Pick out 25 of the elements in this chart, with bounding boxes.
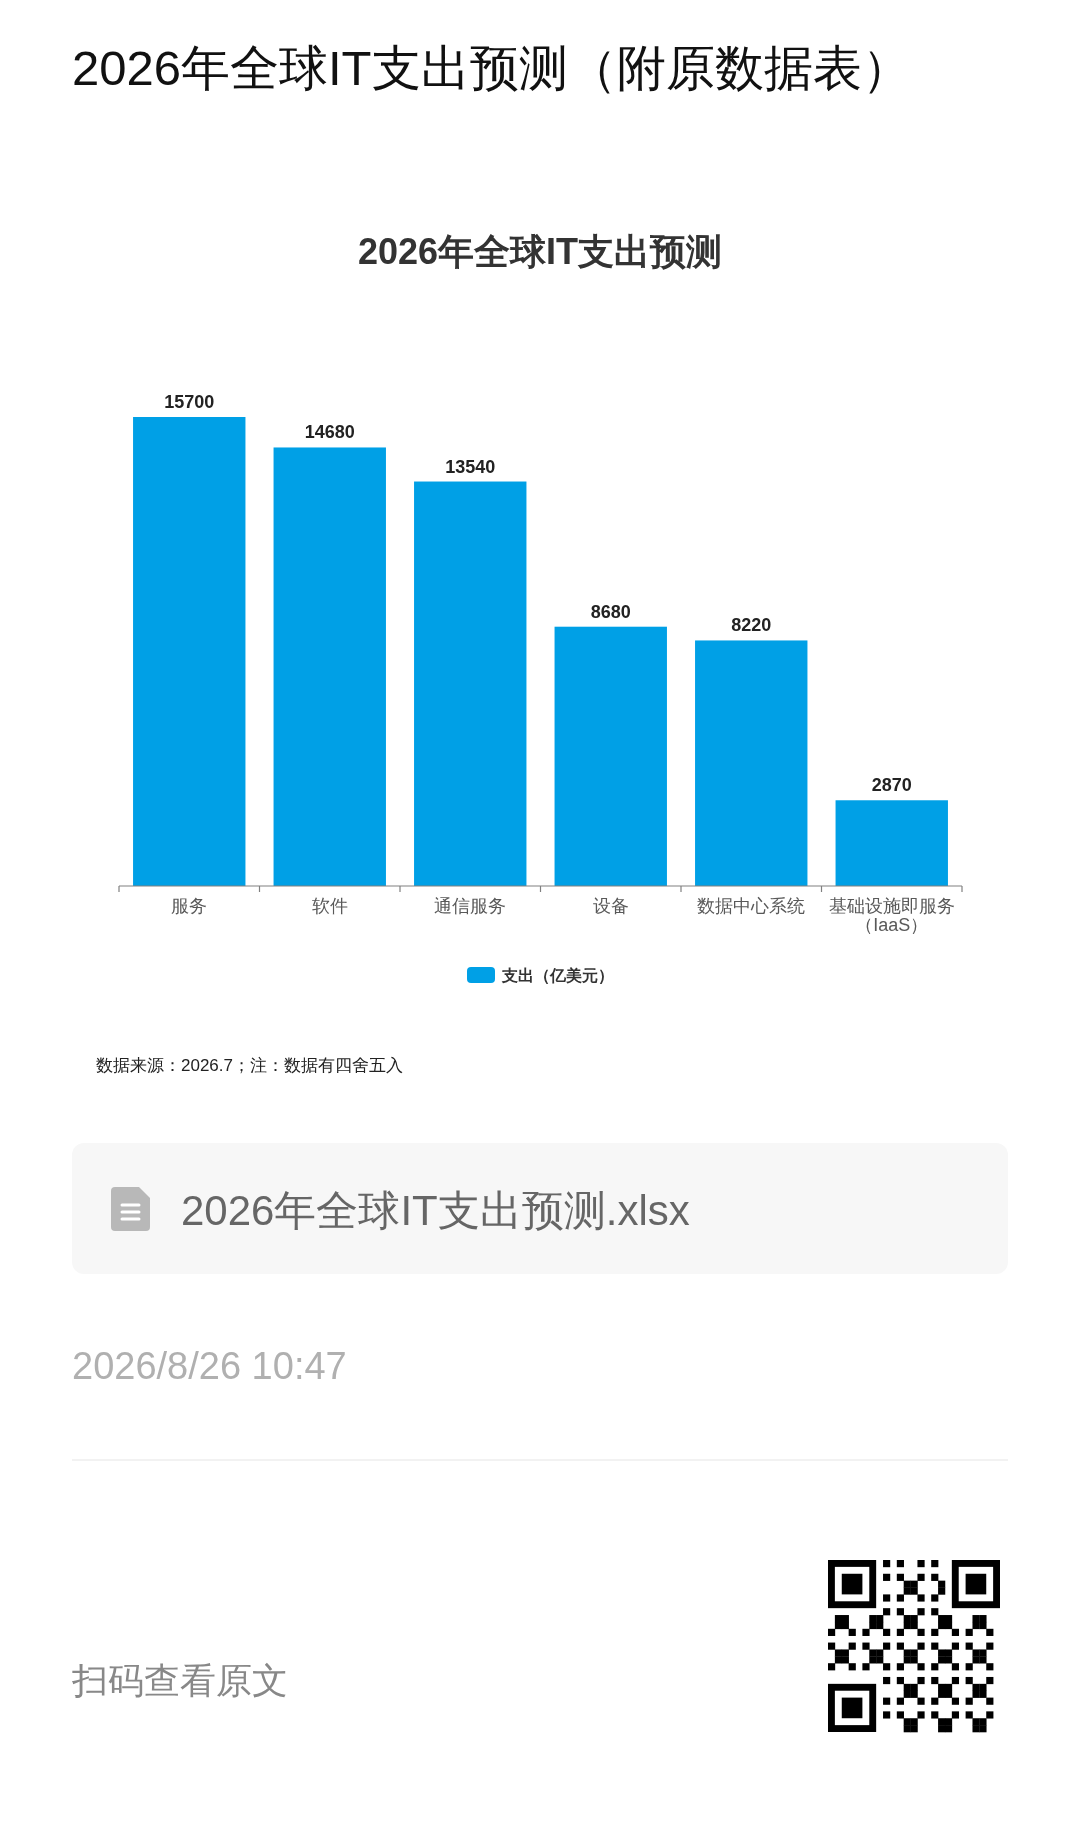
data-label: 2870 [871,775,912,796]
x-tick-label: 软件 [311,896,348,916]
chart-title: 2026年全球IT支出预测 [357,230,723,272]
bar [414,481,527,886]
bar [273,447,386,886]
source-note: 数据来源：2026.7；注：数据有四舍五入 [96,1055,403,1075]
text: 2026年全球IT支出预测.xlsx [181,1186,690,1234]
data-label: 13540 [445,456,496,477]
x-tick-label: 设备 [592,896,629,916]
x-tick-label: 数据中心系统 [697,896,806,916]
bar [554,626,667,886]
x-tick-label: 通信服务 [434,896,507,916]
legend-label: 支出（亿美元） [501,965,614,985]
x-tick-label: 基础设施即服务（IaaS） [828,896,955,935]
data-label: 8220 [731,615,772,636]
data-label: 8680 [590,601,631,622]
x-tick-label: 服务 [171,896,208,916]
text: 2026年全球IT支出预测（附原数据表） [72,41,911,95]
text: 2026/8/26 10:47 [72,1345,347,1387]
text: 扫码查看原文 [71,1659,288,1701]
bar [133,417,246,886]
bar [835,800,948,886]
data-label: 15700 [164,392,215,412]
bar [695,640,808,886]
data-label: 14680 [304,422,355,443]
